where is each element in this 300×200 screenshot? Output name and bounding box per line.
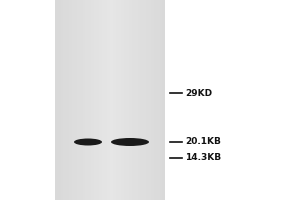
Bar xyxy=(157,0,160,200)
Ellipse shape xyxy=(74,138,102,146)
Bar xyxy=(110,0,113,200)
Bar xyxy=(162,0,165,200)
Bar xyxy=(129,0,132,200)
Bar xyxy=(160,0,162,200)
Bar xyxy=(143,0,146,200)
Bar xyxy=(121,0,124,200)
Bar xyxy=(63,0,66,200)
Bar xyxy=(55,0,58,200)
Bar xyxy=(69,0,71,200)
Bar xyxy=(94,0,96,200)
Ellipse shape xyxy=(111,138,149,146)
Bar xyxy=(77,0,80,200)
Bar xyxy=(135,0,137,200)
Bar xyxy=(124,0,127,200)
Bar xyxy=(96,0,99,200)
Bar xyxy=(140,0,143,200)
Bar xyxy=(113,0,116,200)
Bar xyxy=(71,0,74,200)
Bar xyxy=(63,0,157,200)
Bar xyxy=(66,0,69,200)
Bar xyxy=(102,0,104,200)
Bar xyxy=(85,0,88,200)
Bar xyxy=(80,0,83,200)
Bar xyxy=(58,0,61,200)
Bar xyxy=(107,0,110,200)
Bar xyxy=(146,0,148,200)
Bar xyxy=(74,0,77,200)
Bar xyxy=(88,0,91,200)
Text: 14.3KB: 14.3KB xyxy=(185,154,221,162)
Bar xyxy=(154,0,157,200)
Bar xyxy=(55,0,165,200)
Bar xyxy=(118,0,121,200)
Bar xyxy=(82,0,85,200)
Bar xyxy=(99,0,102,200)
Bar xyxy=(137,0,140,200)
Bar xyxy=(127,0,129,200)
Bar xyxy=(132,0,135,200)
Text: 29KD: 29KD xyxy=(185,88,212,98)
Bar xyxy=(104,0,107,200)
Text: 20.1KB: 20.1KB xyxy=(185,138,221,146)
Bar xyxy=(91,0,94,200)
Bar xyxy=(116,0,118,200)
Bar xyxy=(148,0,151,200)
Bar xyxy=(61,0,63,200)
Bar xyxy=(151,0,154,200)
